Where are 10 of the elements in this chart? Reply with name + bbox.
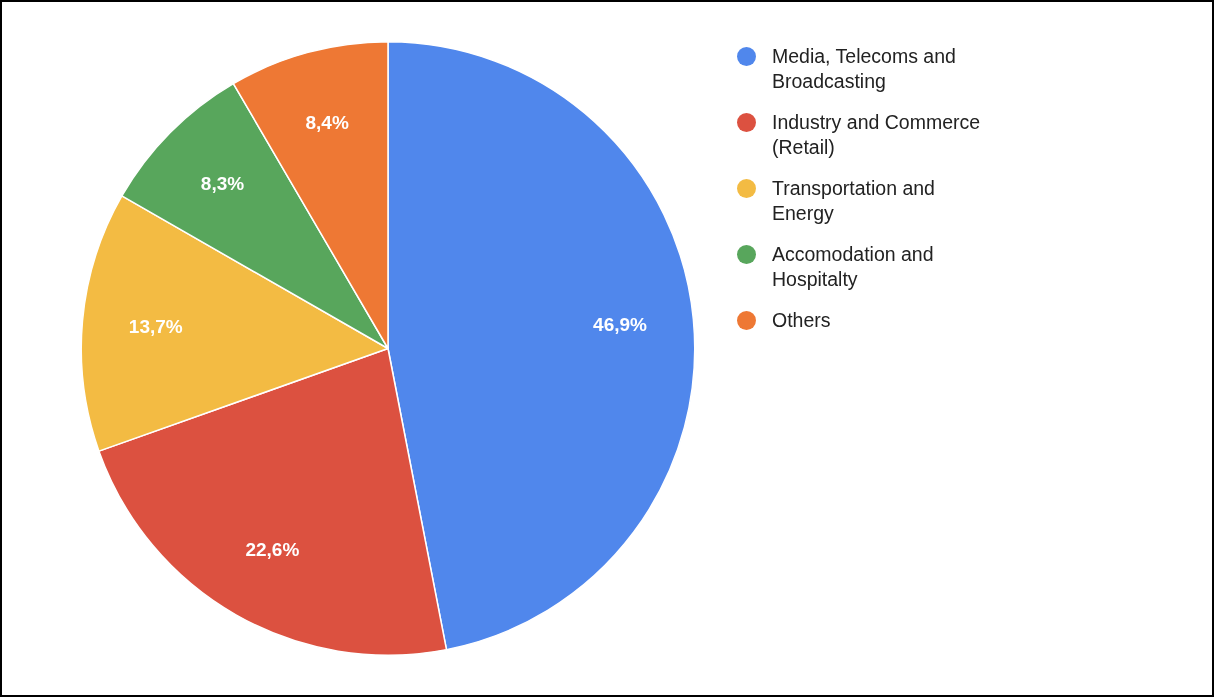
data-label: 13,7%: [128, 315, 183, 337]
legend-label: Media, Telecoms and Broadcasting: [772, 44, 957, 94]
legend-label: Transportation and Energy: [772, 176, 936, 226]
legend-label: Others: [772, 308, 831, 333]
data-label: 8,3%: [200, 172, 245, 194]
data-label: 8,4%: [305, 111, 349, 133]
legend-label: Accomodation and Hospitalty: [772, 242, 935, 292]
data-label: 46,9%: [593, 314, 648, 336]
data-label: 22,6%: [245, 539, 300, 561]
legend-label: Industry and Commerce (Retail): [772, 110, 982, 160]
